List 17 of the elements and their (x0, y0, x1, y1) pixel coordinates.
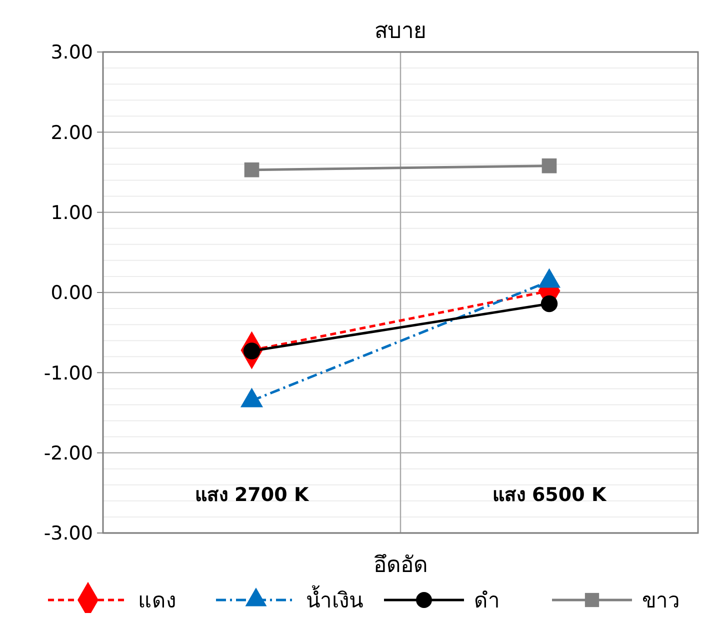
legend-label: ดำ (474, 588, 500, 612)
y-tick-label: 1.00 (50, 202, 93, 224)
x-tick-label: แสง 6500 K (492, 484, 608, 506)
y-tick-label: -3.00 (44, 522, 93, 545)
point (244, 162, 260, 178)
y-tick-label: 2.00 (50, 122, 93, 144)
legend-label: แดง (138, 588, 176, 612)
point (542, 158, 557, 174)
chart-title: สบาย (374, 19, 426, 44)
y-tick-label: 0.00 (50, 282, 93, 304)
x-tick-label: แสง 2700 K (194, 484, 310, 506)
y-tick-label: -1.00 (44, 362, 93, 384)
x-axis-title: อึดอัด (374, 553, 428, 578)
legend-label: ขาว (642, 588, 680, 612)
y-tick-label: 3.00 (50, 42, 93, 64)
y-tick-label: -2.00 (44, 442, 93, 464)
legend-label: น้ำเงิน (306, 585, 363, 612)
